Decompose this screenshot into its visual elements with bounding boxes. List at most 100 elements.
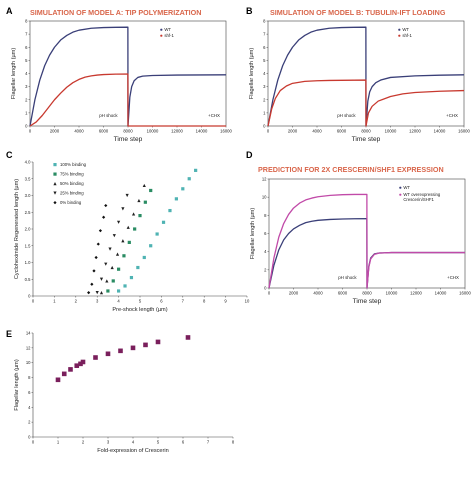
legend-label: WT overexpressing <box>403 192 441 197</box>
y-tick-label: 8 <box>28 375 31 380</box>
legend-marker <box>398 34 401 37</box>
x-tick-label: 16000 <box>220 129 232 134</box>
data-point-s1 <box>55 377 61 383</box>
data-point-s1 <box>187 177 191 181</box>
legend-label: WT <box>164 27 171 32</box>
legend-label: shf-1 <box>402 33 412 38</box>
legend-marker <box>399 186 402 189</box>
data-point-s1 <box>123 284 127 288</box>
legend-label: 50% binding <box>60 181 84 186</box>
data-point-s4 <box>121 207 125 211</box>
x-axis-label: Time step <box>353 298 382 305</box>
data-point-s5 <box>90 282 94 286</box>
data-point-s1 <box>136 265 140 270</box>
data-point-s1 <box>181 187 185 191</box>
y-axis-label: Flagellar length (µm) <box>11 48 17 100</box>
x-tick-label: 8 <box>203 299 206 304</box>
x-tick-label: 3 <box>96 299 99 304</box>
y-tick-label: 14 <box>26 331 31 336</box>
x-tick-label: 12000 <box>171 129 183 134</box>
x-tick-label: 0 <box>268 291 271 296</box>
x-tick-label: 12000 <box>410 291 422 296</box>
y-axis-label: Flagellar length (µm) <box>249 48 255 100</box>
data-point-s1 <box>149 244 153 248</box>
y-tick-label: 0 <box>28 294 31 299</box>
legend-marker <box>160 28 163 31</box>
y-tick-label: 4 <box>28 405 31 410</box>
y-tick-label: 0 <box>264 286 267 291</box>
y-tick-label: 4 <box>263 71 266 76</box>
x-tick-label: 0 <box>32 299 35 304</box>
data-point-s1 <box>117 289 121 293</box>
data-point-s3 <box>110 265 114 270</box>
annotation-ph-shock: pH shock <box>99 113 118 118</box>
annotation-ph-shock: pH shock <box>337 113 356 118</box>
data-point-s1 <box>68 367 73 372</box>
legend-label: 100% binding <box>60 162 87 167</box>
panel-label: E <box>6 329 12 339</box>
data-point-s4 <box>112 234 116 238</box>
data-point-s5 <box>104 203 108 208</box>
x-tick-label: 4000 <box>312 129 322 134</box>
y-tick-label: 12 <box>26 345 31 350</box>
panel-b: B SIMULATION OF MODEL B: TUBULIN-IFT LOAD… <box>246 6 470 143</box>
x-tick-label: 10000 <box>147 129 159 134</box>
y-tick-label: 1.5 <box>25 243 31 248</box>
x-tick-label: 0 <box>267 129 270 134</box>
data-point-s3 <box>99 291 104 295</box>
data-point-s4 <box>117 220 121 224</box>
data-point-s4 <box>95 291 99 295</box>
y-tick-label: 4 <box>264 249 267 254</box>
data-point-s1 <box>161 220 166 224</box>
panel-label: D <box>246 150 253 160</box>
data-point-s1 <box>185 335 191 340</box>
data-point-s3 <box>142 183 146 188</box>
data-point-s5 <box>96 242 100 246</box>
data-point-s5 <box>92 269 96 273</box>
panel-c: C 0 1 2 3 4 5 6 7 8 9 10 0 0.5 1.0 1.5 2.0 2.5 3.0 3.5 4.0 Pr… <box>6 150 250 313</box>
x-axis-label: Time step <box>352 136 381 143</box>
y-tick-label: 2 <box>28 420 31 425</box>
legend-marker <box>399 193 402 196</box>
y-tick-label: 7 <box>263 32 266 37</box>
y-tick-label: 1 <box>263 110 266 115</box>
y-tick-label: 6 <box>264 231 267 236</box>
x-tick-label: 8000 <box>123 129 133 134</box>
x-axis-label: Pre-shock length (µm) <box>112 307 167 313</box>
legend-marker <box>160 34 163 37</box>
data-point-s1 <box>143 342 148 348</box>
y-tick-label: 5 <box>25 58 28 63</box>
data-point-s1 <box>93 355 98 360</box>
y-tick-label: 0 <box>263 124 266 129</box>
legend-marker <box>53 191 57 195</box>
legend-marker <box>398 28 401 31</box>
y-tick-label: 5 <box>263 58 266 63</box>
data-point-s1 <box>142 255 146 260</box>
y-tick-label: 8 <box>263 19 266 24</box>
annotation-chx: +CHX <box>208 113 220 118</box>
data-point-s1 <box>80 359 86 365</box>
data-point-s3 <box>105 279 109 283</box>
annotation-ph-shock: pH shock <box>338 275 357 280</box>
x-axis-label: Time step <box>114 136 143 143</box>
y-tick-label: 3 <box>263 84 266 89</box>
data-point-s2 <box>133 227 137 231</box>
data-point-s1 <box>155 232 159 236</box>
legend-marker <box>53 163 57 167</box>
x-tick-label: 12000 <box>409 129 421 134</box>
series-line-2 <box>268 193 465 289</box>
y-tick-label: 0.5 <box>25 277 31 282</box>
y-tick-label: 6 <box>25 45 28 50</box>
y-tick-label: 0 <box>28 435 31 440</box>
data-point-s1 <box>194 168 198 172</box>
data-point-s1 <box>130 345 136 351</box>
x-tick-label: 10000 <box>386 291 398 296</box>
y-tick-label: 0 <box>25 124 28 129</box>
data-point-s1 <box>105 351 111 357</box>
panel-d: D PREDICTION FOR 2X CRESCERIN/SHF1 EXPRES… <box>246 150 471 305</box>
panel-label: A <box>6 6 13 16</box>
panel-label: C <box>6 150 13 160</box>
data-point-s1 <box>118 348 123 354</box>
y-tick-label: 1.0 <box>25 260 31 265</box>
